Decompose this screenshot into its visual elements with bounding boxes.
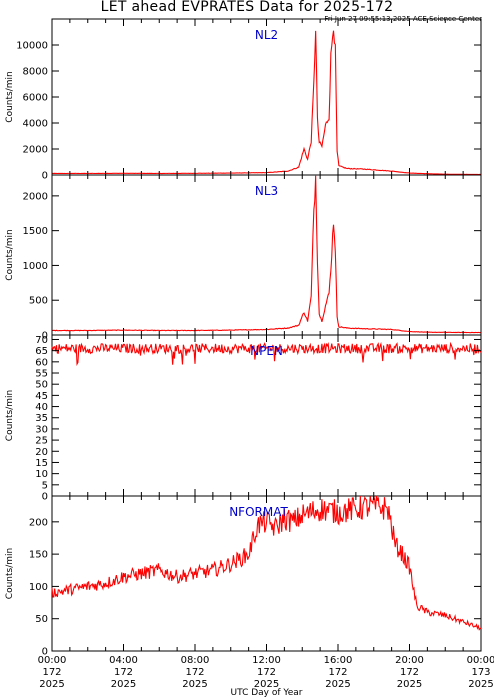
- nl2-ytick-label: 10000: [16, 41, 48, 52]
- xtick-year-label: 2025: [39, 679, 64, 690]
- nformat-panel-label: NFORMAT: [229, 505, 288, 519]
- xtick-time-label: 12:00: [252, 655, 281, 666]
- npen-ytick-label: 5: [42, 480, 48, 491]
- xtick-time-label: 00:00: [38, 655, 67, 666]
- npen-ytick-label: 15: [35, 458, 48, 469]
- xtick-year-label: 2025: [111, 679, 136, 690]
- nformat-series-line: [51, 495, 482, 631]
- npen-ytick-label: 20: [35, 447, 48, 458]
- npen-ytick-label: 40: [35, 402, 48, 413]
- nl3-ytick-label: 1500: [23, 226, 48, 237]
- npen-panel-frame: [51, 334, 482, 497]
- npen-ytick-label: 60: [35, 357, 48, 368]
- npen-ytick-label: 35: [35, 413, 48, 424]
- xtick-year-label: 2025: [325, 679, 350, 690]
- x-axis-title: UTC Day of Year: [231, 688, 303, 698]
- nl2-ytick-label: 8000: [23, 67, 48, 78]
- nl2-ytick-label: 2000: [23, 145, 48, 156]
- npen-ytick-label: 0: [42, 492, 48, 503]
- nformat-ylabel: Counts/min: [5, 548, 15, 599]
- npen-ytick-label: 45: [35, 391, 48, 402]
- xtick-time-label: 20:00: [395, 655, 424, 666]
- xtick-time-label: 16:00: [324, 655, 353, 666]
- npen-ytick-label: 30: [35, 424, 48, 435]
- chart-title: LET ahead EVPRATES Data for 2025-172: [100, 0, 394, 15]
- nl2-series-line: [51, 30, 482, 176]
- xtick-doy-label: 172: [42, 667, 61, 678]
- xtick-time-label: 00:00: [467, 655, 494, 666]
- nl3-panel-label: NL3: [255, 184, 278, 198]
- npen-ytick-label: 70: [35, 335, 48, 346]
- xtick-doy-label: 172: [185, 667, 204, 678]
- xtick-year-label: 2025: [397, 679, 422, 690]
- npen-ytick-label: 50: [35, 380, 48, 391]
- nformat-ytick-label: 200: [29, 517, 48, 528]
- nl3-ytick-label: 1000: [23, 261, 48, 272]
- xtick-doy-label: 173: [471, 667, 490, 678]
- xtick-year-label: 2025: [468, 679, 493, 690]
- nl3-ytick-label: 500: [29, 296, 48, 307]
- npen-series-line: [51, 341, 482, 367]
- npen-ytick-label: 25: [35, 436, 48, 447]
- nl2-ylabel: Counts/min: [5, 71, 15, 122]
- nl3-series-line: [51, 175, 482, 334]
- xtick-year-label: 2025: [254, 679, 279, 690]
- nl3-ylabel: Counts/min: [5, 229, 15, 280]
- xtick-doy-label: 172: [114, 667, 133, 678]
- xtick-doy-label: 172: [400, 667, 419, 678]
- nl3-ytick-label: 0: [42, 331, 48, 342]
- nformat-ytick-label: 150: [29, 550, 48, 561]
- nl2-ytick-label: 4000: [23, 119, 48, 130]
- xtick-doy-label: 172: [328, 667, 347, 678]
- nl3-ytick-label: 2000: [23, 191, 48, 202]
- npen-ytick-label: 55: [35, 369, 48, 380]
- nformat-ytick-label: 50: [35, 614, 48, 625]
- nl2-panel-label: NL2: [255, 28, 278, 42]
- xtick-time-label: 08:00: [181, 655, 210, 666]
- npen-ylabel: Counts/min: [5, 390, 15, 441]
- npen-ytick-label: 10: [35, 469, 48, 480]
- xtick-time-label: 04:00: [109, 655, 138, 666]
- npen-ytick-label: 65: [35, 346, 48, 357]
- nformat-ytick-label: 100: [29, 582, 48, 593]
- xtick-year-label: 2025: [182, 679, 207, 690]
- nformat-ytick-label: 0: [42, 647, 48, 658]
- nl2-ytick-label: 0: [42, 171, 48, 182]
- nl2-ytick-label: 6000: [23, 93, 48, 104]
- xtick-doy-label: 172: [257, 667, 276, 678]
- nl2-panel-frame: [51, 18, 482, 176]
- npen-panel-label: NPEN: [250, 344, 283, 358]
- nl3-panel-frame: [51, 174, 482, 336]
